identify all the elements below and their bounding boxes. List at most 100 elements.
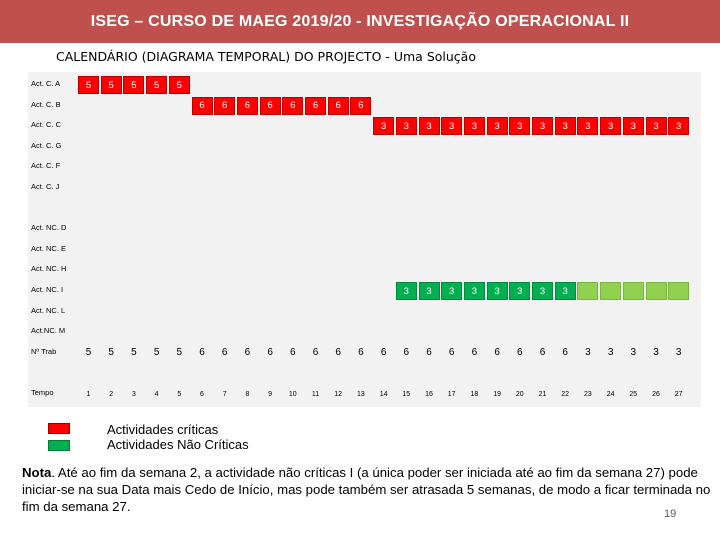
row-label: Act. NC. I (31, 285, 64, 294)
workers-count: 6 (199, 347, 205, 359)
activity-cell: 3 (509, 282, 531, 300)
gantt-row (28, 199, 701, 219)
activity-cell: 3 (532, 117, 553, 136)
activity-cell: 5 (78, 76, 99, 94)
activity-cell: 3 (395, 117, 417, 136)
activity-cell: 3 (463, 117, 485, 136)
workers-count: 5 (108, 347, 114, 359)
workers-count: 5 (131, 347, 137, 359)
activity-cell: 6 (350, 96, 372, 115)
activity-cell: 3 (554, 117, 576, 136)
week-number: 13 (356, 390, 365, 398)
slide-header: ISEG – CURSO DE MAEG 2019/20 - INVESTIGA… (0, 0, 720, 43)
legend-noncritical-swatch (48, 440, 70, 451)
workers-count: 3 (630, 347, 637, 359)
activity-cell: 3 (554, 282, 576, 300)
activity-cell: 5 (146, 76, 168, 94)
activity-cell: 3 (463, 282, 485, 300)
gantt-row: Act. NC. H (28, 260, 701, 280)
activity-cell: 3 (622, 117, 644, 136)
workers-count: 5 (176, 347, 183, 359)
week-number: 20 (515, 390, 524, 398)
gantt-row: Act.NC. M (28, 322, 701, 342)
workers-count: 6 (562, 347, 568, 359)
activity-cell: 6 (259, 96, 281, 115)
week-number: 16 (425, 390, 433, 398)
activity-cell (577, 282, 599, 300)
activity-cell: 6 (282, 96, 304, 115)
row-label: Act.NC. M (31, 326, 66, 336)
week-number: 25 (629, 390, 638, 398)
page-number: 19 (664, 508, 677, 520)
week-number: 6 (200, 390, 204, 398)
slide-title: ISEG – CURSO DE MAEG 2019/20 - INVESTIGA… (90, 12, 630, 30)
activity-cell: 6 (236, 96, 258, 115)
legend-noncritical-label: Actividades Não Críticas (107, 437, 249, 452)
workers-count: 6 (267, 347, 273, 359)
workers-count: 5 (153, 347, 160, 359)
workers-count: 6 (221, 347, 228, 359)
row-label: Tempo (31, 388, 54, 397)
week-number: 1 (86, 390, 91, 398)
row-label: Act. C. G (31, 140, 62, 150)
activity-cell: 3 (418, 282, 440, 300)
activity-cell (668, 282, 690, 300)
workers-count: 6 (517, 347, 523, 359)
gantt-row: Act. C. F (28, 157, 701, 177)
row-label: Act. C. C (31, 120, 62, 130)
week-number: 7 (222, 390, 227, 398)
week-number: 17 (447, 390, 456, 398)
week-number: 19 (493, 390, 501, 398)
week-number: 12 (334, 390, 343, 398)
activity-cell: 3 (418, 117, 440, 136)
week-number: 2 (109, 390, 114, 398)
week-number: 3 (131, 390, 136, 398)
activity-cell: 6 (327, 96, 349, 115)
gantt-row: Act. C. G (28, 137, 701, 157)
activity-cell: 3 (577, 117, 599, 136)
activity-cell (600, 282, 622, 300)
activity-cell: 5 (100, 76, 122, 94)
workers-count: 6 (539, 347, 546, 359)
week-number: 15 (402, 390, 411, 398)
week-number: 8 (245, 390, 250, 398)
workers-count: 6 (290, 347, 296, 359)
workers-count: 6 (312, 347, 319, 359)
activity-cell: 3 (486, 282, 508, 300)
workers-count: 6 (471, 347, 478, 359)
workers-count: 6 (494, 347, 500, 359)
row-label: Act. NC. H (31, 264, 67, 274)
activity-cell: 3 (645, 117, 667, 136)
activity-cell: 3 (486, 117, 508, 136)
activity-cell: 6 (305, 96, 326, 115)
row-label: Act. C. F (31, 161, 61, 171)
activity-cell: 6 (214, 96, 236, 115)
gantt-row: Act. NC. D (28, 219, 701, 239)
activity-cell: 5 (168, 76, 190, 94)
week-number: 22 (561, 390, 570, 398)
row-label: Act. NC. L (31, 305, 66, 315)
week-number: 24 (606, 390, 615, 398)
week-number: 9 (268, 390, 273, 398)
workers-count: 6 (244, 347, 251, 359)
workers-count: 6 (426, 347, 432, 359)
row-label: Act. C. A (31, 79, 61, 88)
week-number: 18 (470, 390, 479, 398)
gantt-row: Nº Trab 5 5 5 5 5 6 6 6 6 6 6 6 6 6 6 6 6 6 6 6 6 6 3 3 3 3 3 (28, 343, 701, 363)
week-number: 26 (652, 390, 660, 398)
activity-cell: 3 (373, 117, 395, 136)
gantt-row (28, 363, 701, 383)
gantt-grid: Act. C. A 5 5 5 5 5 Act. C. B 6 6 6 6 6 6 6 6 Act. C. C… (28, 72, 701, 407)
week-number: 21 (538, 390, 547, 398)
legend-critical-label: Actividades críticas (107, 422, 219, 437)
gantt-row: Act. NC. E (28, 240, 701, 260)
row-label: Act. C. J (31, 182, 60, 191)
week-number: 5 (177, 390, 182, 398)
activity-cell: 3 (532, 282, 553, 300)
activity-cell: 3 (441, 282, 463, 300)
workers-count: 6 (448, 347, 455, 359)
